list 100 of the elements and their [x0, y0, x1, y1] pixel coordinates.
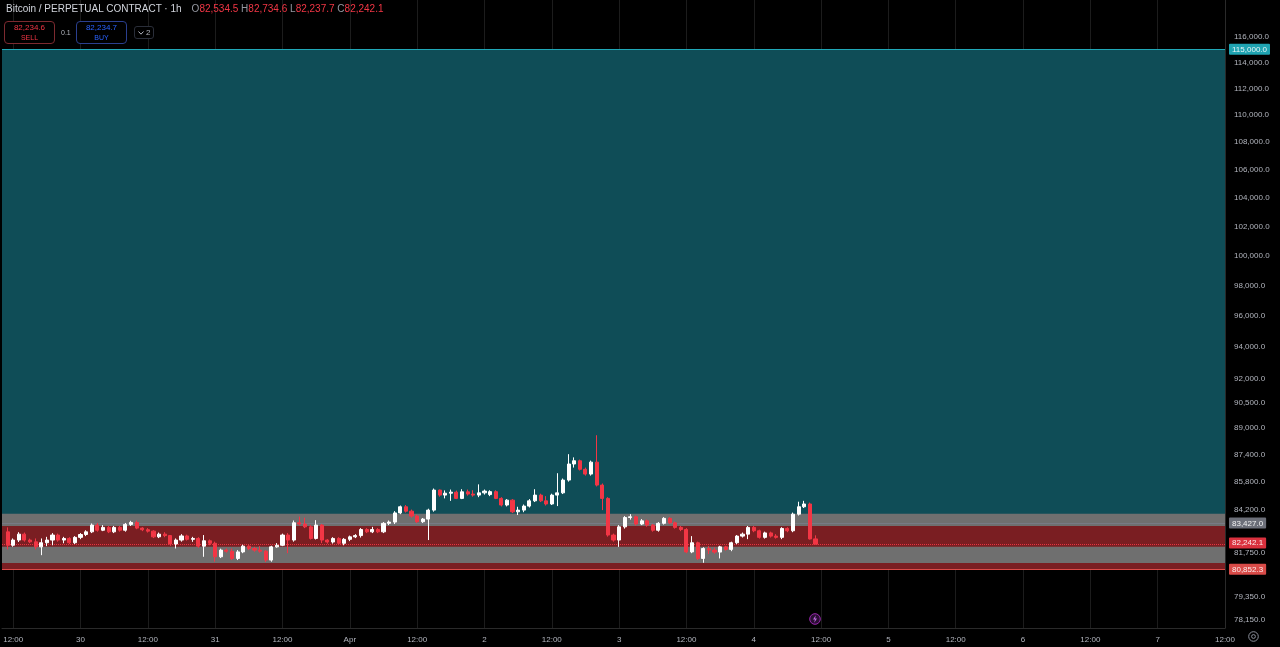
ref-line-label: 82,242.1: [1232, 538, 1264, 548]
candlestick: [303, 517, 307, 529]
candlestick: [292, 519, 296, 543]
x-tick-label: 2: [482, 634, 488, 644]
x-tick-label: 12:00: [272, 634, 294, 644]
y-tick-label: 84,200.0: [1234, 504, 1266, 514]
candlestick: [701, 546, 705, 564]
chart-title: Bitcoin / PERPETUAL CONTRACT · 1h: [6, 3, 182, 14]
y-tick-label: 96,000.0: [1234, 311, 1266, 321]
candlestick: [191, 536, 195, 543]
annotation: 82,234.6: [13, 23, 46, 32]
ref-line-label: 83,427.0: [1232, 518, 1264, 528]
candlestick: [95, 522, 99, 533]
ref-line-label: 115,000.0: [1232, 44, 1268, 54]
y-tick-label: 112,000.0: [1234, 83, 1270, 93]
candlestick: [157, 532, 161, 539]
candlestick: [39, 537, 43, 556]
x-tick-label: 12:00: [407, 634, 428, 644]
y-tick-label: 110,000.0: [1234, 110, 1270, 120]
candlestick: [516, 506, 520, 516]
candlestick: [17, 531, 21, 543]
candlestick: [112, 525, 116, 534]
x-tick-label: 12:00: [811, 634, 832, 644]
candlestick: [561, 478, 565, 495]
candlestick: [370, 526, 374, 534]
x-tick-label: 31: [210, 634, 221, 644]
candlestick: [780, 526, 784, 540]
x-tick-label: 30: [76, 634, 86, 644]
candlestick: [651, 523, 655, 533]
candlestick: [634, 515, 638, 526]
candlestick: [101, 524, 105, 532]
x-tick-label: 6: [1020, 634, 1026, 644]
candlestick: [460, 488, 464, 500]
x-tick-label: 12:00: [541, 634, 563, 644]
candlestick: [505, 498, 509, 507]
y-tick-label: 79,350.0: [1234, 592, 1266, 602]
candlestick: [438, 489, 442, 498]
candlestick: [449, 489, 453, 502]
y-tick-label: 106,000.0: [1234, 165, 1271, 175]
y-tick-label: 78,150.0: [1234, 614, 1266, 624]
candlestick: [791, 512, 795, 533]
candlestick: [656, 521, 660, 533]
candlestick: [314, 519, 318, 541]
candlestick: [617, 524, 621, 548]
x-tick-label: 12:00: [945, 634, 967, 644]
candlestick: [185, 534, 189, 542]
candlestick: [331, 536, 335, 545]
x-tick-label: 4: [751, 634, 757, 644]
y-tick-label: 100,000.0: [1234, 251, 1271, 261]
x-tick-label: Apr: [343, 634, 357, 644]
candlestick: [342, 537, 346, 546]
candlestick: [129, 520, 133, 527]
y-tick-label: 114,000.0: [1234, 57, 1270, 67]
y-tick-label: 85,800.0: [1234, 477, 1266, 487]
candlestick: [645, 519, 649, 528]
candlestick: [309, 524, 313, 541]
candlestick: [718, 545, 722, 559]
candlestick: [690, 535, 694, 554]
candlestick: [443, 489, 447, 499]
candlestick: [376, 527, 380, 534]
candlestick: [662, 516, 666, 526]
candlestick: [432, 488, 436, 513]
candlestick: [62, 536, 66, 544]
candlestick: [56, 533, 60, 543]
annotation: 82,234.7: [85, 23, 118, 32]
candlestick: [297, 516, 301, 526]
candlestick: [219, 548, 223, 559]
x-tick-label: 12:00: [137, 634, 159, 644]
y-tick-label: 89,000.0: [1234, 423, 1266, 433]
candlestick: [123, 522, 127, 533]
candlestick: [640, 518, 644, 526]
candlestick: [785, 526, 789, 533]
x-tick-label: 7: [1155, 634, 1161, 644]
candlestick: [533, 488, 537, 503]
x-tick-label: 12:00: [1214, 634, 1236, 644]
y-tick-label: 116,000.0: [1234, 31, 1270, 41]
candlestick: [454, 490, 458, 500]
candlestick: [11, 537, 15, 548]
ref-line-label: 80,852.3: [1232, 564, 1264, 574]
y-tick-label: 102,000.0: [1234, 221, 1271, 231]
candlestick: [264, 549, 268, 563]
candlestick: [763, 531, 767, 540]
candlestick: [22, 532, 26, 543]
candlestick: [269, 545, 273, 563]
candlestick: [202, 534, 206, 558]
y-tick-label: 92,000.0: [1234, 374, 1266, 384]
x-tick-label: 12:00: [676, 634, 697, 644]
y-tick-label: 98,000.0: [1234, 280, 1266, 290]
y-tick-label: 90,500.0: [1234, 398, 1266, 408]
y-tick-label: 94,000.0: [1234, 342, 1266, 352]
annotation: 2: [146, 27, 151, 37]
candlestick: [359, 527, 363, 539]
candlestick: [729, 541, 733, 552]
x-tick-label: 3: [616, 634, 622, 644]
x-tick-label: 12:00: [3, 634, 24, 644]
x-tick-label: 12:00: [1080, 634, 1101, 644]
y-tick-label: 81,750.0: [1234, 548, 1266, 558]
candlestick: [365, 527, 369, 534]
candlestick: [510, 498, 515, 514]
candlestick: [224, 547, 228, 554]
